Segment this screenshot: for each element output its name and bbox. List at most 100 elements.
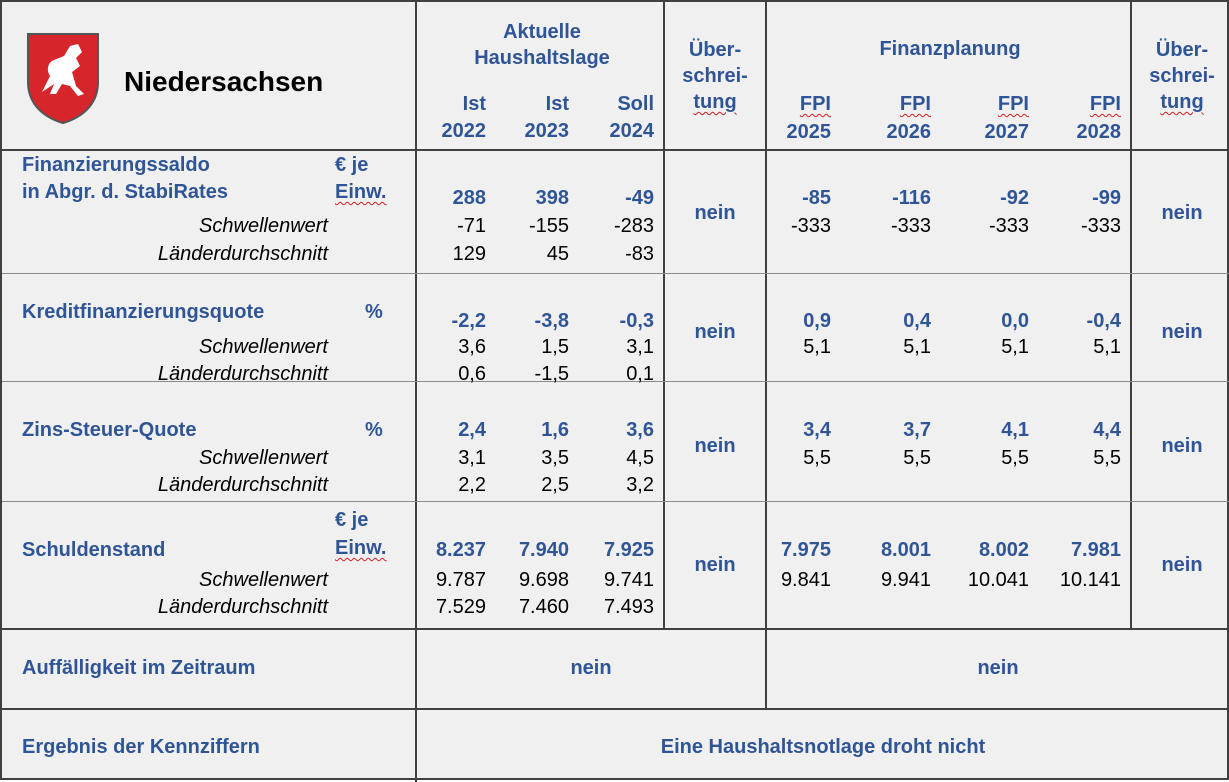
value: -99 — [1092, 187, 1121, 209]
unit: € je — [335, 509, 369, 531]
indicator-name: Kreditfinanzierungsquote — [22, 301, 265, 323]
average: 3,2 — [626, 474, 654, 496]
row-label: Länderdurchschnitt — [157, 363, 328, 385]
rule — [2, 708, 1229, 710]
threshold: 5,1 — [903, 336, 931, 358]
rule — [2, 381, 1229, 382]
average: -83 — [625, 243, 654, 265]
state-name: Niedersachsen — [124, 66, 324, 97]
value: -2,2 — [451, 310, 486, 332]
exceed-value: nein — [1161, 435, 1203, 457]
value: -116 — [892, 187, 931, 209]
unit: € je — [335, 154, 369, 176]
value: 3,6 — [626, 419, 654, 441]
indicator-name: Zins-Steuer-Quote — [22, 419, 197, 441]
average: 0,1 — [626, 363, 654, 385]
row-label: Schwellenwert — [199, 215, 328, 237]
exceed-value: nein — [1161, 321, 1203, 343]
value: 3,4 — [803, 419, 831, 441]
threshold: 5,5 — [1093, 447, 1121, 469]
value: 0,4 — [903, 310, 931, 332]
group-title: Finanzplanung — [879, 38, 1021, 60]
threshold: -155 — [528, 215, 569, 237]
threshold: 5,1 — [1093, 336, 1121, 358]
threshold: -283 — [613, 215, 654, 237]
value: 398 — [535, 187, 569, 209]
threshold: 10.141 — [1059, 569, 1121, 591]
exceed-header: Über- — [1155, 39, 1209, 61]
threshold: 5,1 — [803, 336, 831, 358]
average: 7.493 — [603, 596, 654, 618]
group-title: Aktuelle — [503, 21, 581, 43]
average: 7.529 — [435, 596, 486, 618]
column-header: FPI — [1089, 93, 1121, 115]
average: 7.460 — [518, 596, 569, 618]
threshold: 3,6 — [458, 336, 486, 358]
threshold: 10.041 — [967, 569, 1029, 591]
threshold: -333 — [988, 215, 1029, 237]
value: 2,4 — [458, 419, 486, 441]
average: -1,5 — [534, 363, 569, 385]
column-header: 2023 — [524, 120, 570, 142]
threshold: 9.787 — [435, 569, 486, 591]
exceed-value: nein — [1161, 554, 1203, 576]
rule — [2, 628, 1229, 630]
value: -92 — [1000, 187, 1029, 209]
unit: Einw. — [335, 181, 387, 203]
row-label: Länderdurchschnitt — [157, 243, 328, 265]
exceed-header: tung — [693, 91, 737, 113]
rule — [2, 501, 1229, 502]
threshold: 5,5 — [803, 447, 831, 469]
threshold: 3,1 — [458, 447, 486, 469]
threshold: 4,5 — [626, 447, 654, 469]
exceed-value: nein — [694, 321, 736, 343]
row-label: Auffälligkeit im Zeitraum — [22, 657, 256, 679]
indicator-name: in Abgr. d. StabiRates — [22, 181, 228, 203]
rule — [2, 149, 1229, 151]
coat-of-arms — [27, 33, 99, 125]
rule — [663, 2, 665, 629]
threshold: 9.841 — [780, 569, 831, 591]
group-title: Haushaltslage — [474, 47, 610, 69]
column-header: Ist — [545, 93, 569, 115]
column-header: Ist — [462, 93, 486, 115]
column-header: Soll — [617, 93, 654, 115]
value: 0,9 — [803, 310, 831, 332]
row-label: Länderdurchschnitt — [157, 474, 328, 496]
average: 129 — [452, 243, 486, 265]
average: 0,6 — [458, 363, 486, 385]
indicator-name: Finanzierungssaldo — [22, 154, 210, 176]
value: 7.925 — [603, 539, 654, 561]
column-header: 2024 — [609, 120, 655, 142]
exceed-header: tung — [1160, 91, 1204, 113]
average: 2,5 — [541, 474, 569, 496]
threshold: 1,5 — [541, 336, 569, 358]
rule — [1130, 2, 1132, 629]
value: 8.002 — [978, 539, 1029, 561]
threshold: 5,5 — [1001, 447, 1029, 469]
anomaly-value: nein — [570, 657, 612, 679]
exceed-value: nein — [694, 202, 736, 224]
indicator-name: Schuldenstand — [22, 539, 166, 561]
value: 0,0 — [1001, 310, 1029, 332]
threshold: 5,1 — [1001, 336, 1029, 358]
row-label: Länderdurchschnitt — [157, 596, 328, 618]
threshold: 9.741 — [603, 569, 654, 591]
exceed-header: schrei- — [1149, 65, 1215, 87]
threshold: 5,5 — [903, 447, 931, 469]
exceed-value: nein — [694, 435, 736, 457]
row-label: Schwellenwert — [199, 447, 328, 469]
threshold: -71 — [457, 215, 486, 237]
row-label: Ergebnis der Kennziffern — [22, 736, 260, 758]
value: -0,3 — [619, 310, 654, 332]
rule — [415, 2, 417, 782]
threshold: 9.941 — [880, 569, 931, 591]
unit: Einw. — [335, 537, 387, 559]
column-header: 2025 — [786, 121, 832, 143]
column-header: FPI — [799, 93, 831, 115]
column-header: 2026 — [886, 121, 932, 143]
value: -85 — [802, 187, 831, 209]
exceed-value: nein — [694, 554, 736, 576]
threshold: -333 — [890, 215, 931, 237]
